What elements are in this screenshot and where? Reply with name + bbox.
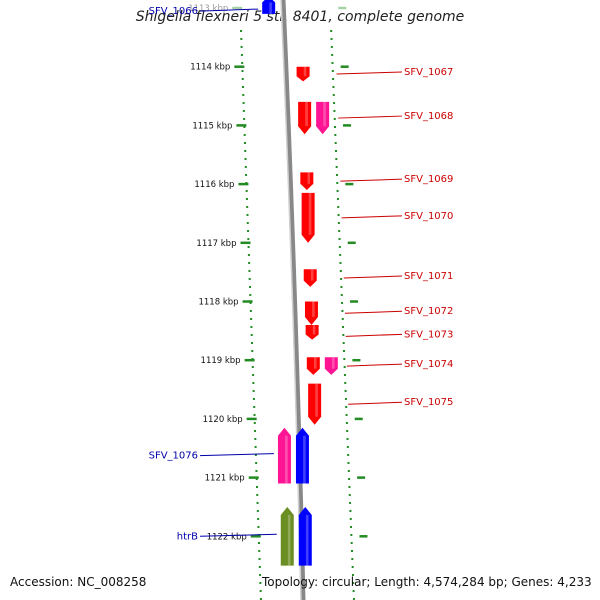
gene-label: SFV_1075: [404, 397, 453, 408]
gene-SFV_1071-shape-shine: [310, 269, 314, 281]
gene-SFV_1074-shape: [306, 357, 320, 375]
gene-SFV_1069-shape: [300, 172, 314, 190]
topology-text: Topology: circular; Length: 4,574,284 bp…: [262, 575, 592, 589]
gene-SFV_1072-shape: [304, 301, 318, 325]
accession-text: Accession: NC_008258: [10, 575, 147, 589]
gene-SFV_1074-shape-shine: [313, 357, 317, 369]
gene-SFV_1073-shape: [305, 324, 319, 340]
axis-tick-label: 1120 kbp: [203, 415, 243, 425]
axis-tick-label: 1121 kbp: [205, 474, 245, 484]
gene-SFV_1067-shape-shine: [303, 66, 307, 77]
gene-label: SFV_1074: [404, 359, 453, 370]
gene-SFV_1068-shape: [298, 101, 312, 135]
gene-label: SFV_1067: [404, 67, 453, 78]
gene-label: SFV_1072: [404, 306, 453, 317]
gene-SFV_1068-paired-shape-shine: [323, 101, 326, 127]
genome-backbone-highlight: [280, 0, 302, 600]
gene-label: SFV_1076: [149, 451, 198, 462]
gene-label-line: [341, 215, 403, 219]
gene-label: SFV_1071: [404, 271, 453, 282]
gene-label-line: [199, 533, 277, 537]
gene-label-line: [345, 333, 403, 337]
gene-SFV_1074-paired-shape: [324, 357, 338, 375]
gene-SFV_1066-shape-shine: [269, 2, 272, 14]
gene-htrB-shape-shine: [287, 514, 291, 566]
gene-label-line: [346, 363, 403, 367]
gene-SFV_1076-paired-shape: [295, 427, 309, 484]
gene-SFV_1076-paired-shape-shine: [303, 435, 306, 484]
gene-label: SFV_1070: [404, 211, 453, 222]
gene-label: SFV_1069: [404, 174, 453, 185]
gene-SFV_1074-paired-shape-shine: [331, 357, 335, 369]
genome-title: Shigella flexneri 5 str. 8401, complete …: [135, 9, 465, 25]
gene-SFV_1068-shape-shine: [305, 101, 308, 127]
gene-SFV_1072-shape-shine: [312, 301, 315, 317]
gene-SFV_1075-shape: [308, 383, 322, 425]
gene-SFV_1070-shape-shine: [308, 192, 312, 235]
gene-label: htrB: [177, 531, 198, 542]
gene-SFV_1071-shape: [303, 269, 317, 287]
axis-tick-label: 1118 kbp: [198, 298, 238, 308]
gene-label-line: [336, 71, 403, 75]
gene-SFV_1076-shape: [277, 427, 291, 484]
gene-label-line: [348, 401, 403, 405]
gene-SFV_1073-shape-shine: [312, 324, 316, 335]
gene-SFV_1067-shape: [296, 66, 310, 82]
axis-tick-label: 1114 kbp: [190, 63, 230, 73]
gene-label: SFV_1066: [149, 6, 198, 17]
axis-tick-label: 1122 kbp: [207, 532, 247, 542]
gene-label-line: [338, 115, 403, 119]
gene-label-line: [344, 310, 403, 314]
gene-SFV_1068-paired-shape: [316, 101, 330, 135]
axis-tick-label: 1117 kbp: [196, 239, 236, 249]
gene-label-line: [199, 453, 274, 457]
gene-htrB-paired-shape: [298, 506, 312, 566]
gene-SFV_1076-shape-shine: [285, 435, 288, 484]
gene-SFV_1066-shape: [262, 0, 276, 14]
axis-tick-label: 1115 kbp: [192, 121, 232, 131]
axis-tick-label: 1119 kbp: [201, 356, 241, 366]
gene-label-line: [340, 178, 403, 182]
gene-SFV_1075-shape-shine: [315, 383, 318, 417]
axis-tick-label: 1116 kbp: [194, 180, 234, 190]
gene-label: SFV_1073: [404, 329, 453, 340]
gene-htrB-paired-shape-shine: [305, 514, 309, 566]
gene-label-line: [343, 275, 403, 279]
gene-htrB-shape: [280, 506, 294, 566]
gene-SFV_1069-shape-shine: [307, 172, 311, 184]
gene-SFV_1070-shape: [301, 192, 315, 243]
axis-tick-label: 1113 kbp: [188, 4, 228, 14]
gene-label-line: [199, 8, 259, 12]
gene-label: SFV_1068: [404, 111, 453, 122]
